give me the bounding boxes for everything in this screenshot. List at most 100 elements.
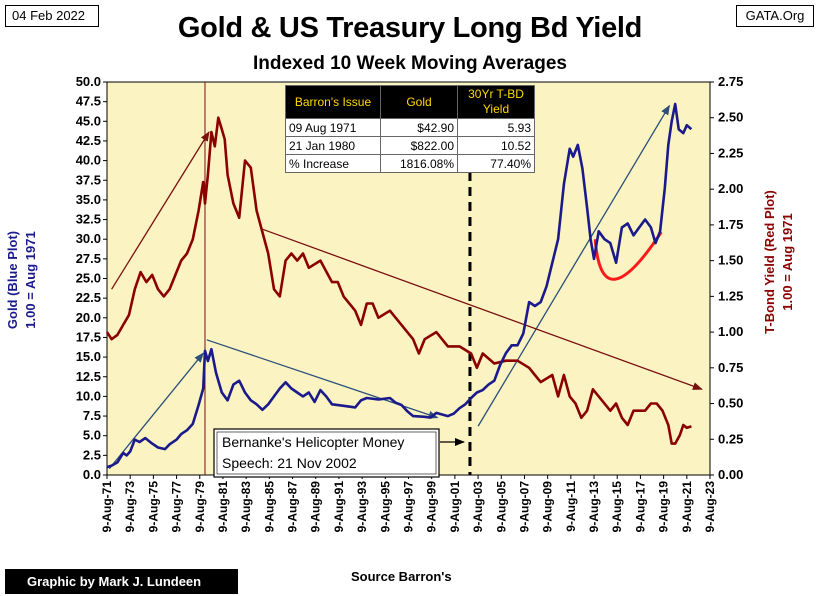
callout-inner-border xyxy=(216,431,437,475)
y-left-tick-label: 5.0 xyxy=(83,428,101,443)
comparison-table: Barron's Issue Gold 30Yr T-BD Yield 09 A… xyxy=(285,85,535,173)
x-tick-label: 9-Aug-95 xyxy=(378,481,392,533)
x-tick-label: 9-Aug-83 xyxy=(239,481,253,533)
y-right-tick-label: 2.50 xyxy=(718,110,743,125)
x-tick-label: 9-Aug-85 xyxy=(262,481,276,533)
y-right-tick-label: 1.50 xyxy=(718,253,743,268)
y-left-tick-label: 40.0 xyxy=(76,153,101,168)
x-tick-label: 9-Aug-71 xyxy=(100,481,114,533)
y-right-tick-label: 1.25 xyxy=(718,288,743,303)
gold-trend-arrow xyxy=(108,352,204,470)
callout-box xyxy=(213,428,440,478)
y-left-tick-label: 7.5 xyxy=(83,408,101,423)
yield-bottom-arc xyxy=(593,231,663,281)
callout-text-line: Speech: 21 Nov 2002 xyxy=(222,455,357,471)
source-label: Source Barron's xyxy=(351,569,452,584)
x-tick-label: 9-Aug-03 xyxy=(471,481,485,533)
x-tick-label: 9-Aug-91 xyxy=(332,481,346,533)
table-cell: 09 Aug 1971 xyxy=(285,118,381,137)
x-tick-label: 9-Aug-81 xyxy=(216,481,230,533)
y-right-tick-label: 2.75 xyxy=(718,74,743,89)
x-tick-label: 9-Aug-19 xyxy=(657,481,671,533)
table-cell: $822.00 xyxy=(380,136,458,155)
y-right-tick-label: 2.00 xyxy=(718,181,743,196)
y-right-tick-label: 1.00 xyxy=(718,324,743,339)
x-tick-label: 9-Aug-21 xyxy=(680,481,694,533)
x-tick-label: 9-Aug-97 xyxy=(402,481,416,533)
y-right-tick-label: 0.75 xyxy=(718,360,743,375)
table-row: % Increase 1816.08% 77.40% xyxy=(285,154,535,173)
y-left-tick-label: 42.5 xyxy=(76,133,101,148)
y-right-tick-label: 2.25 xyxy=(718,145,743,160)
callout-text-line: Bernanke's Helicopter Money xyxy=(222,434,404,450)
x-tick-label: 9-Aug-11 xyxy=(564,481,578,532)
y-right-tick-label: 1.75 xyxy=(718,217,743,232)
y-left-tick-label: 0.0 xyxy=(83,467,101,482)
table-cell: 10.52 xyxy=(457,136,535,155)
x-tick-label: 9-Aug-05 xyxy=(494,481,508,533)
yield-series-line xyxy=(105,116,692,445)
brand-label: GATA.Org xyxy=(736,5,814,27)
chart-subtitle: Indexed 10 Week Moving Averages xyxy=(253,53,567,74)
x-tick-label: 9-Aug-09 xyxy=(541,481,555,533)
x-tick-label: 9-Aug-93 xyxy=(355,481,369,533)
y-left-axis-title: Gold (Blue Plot) xyxy=(5,231,20,329)
gold-series-line xyxy=(106,102,693,469)
y-left-axis-subtitle: 1.00 = Aug 1971 xyxy=(23,231,38,328)
gold-trend-arrow xyxy=(477,104,670,427)
y-right-tick-label: 0.00 xyxy=(718,467,743,482)
table-row: 21 Jan 1980 $822.00 10.52 xyxy=(285,136,535,155)
table-header-row: Barron's Issue Gold 30Yr T-BD Yield xyxy=(285,85,535,119)
y-right-axis-title: T-Bond Yield (Red Plot) xyxy=(762,190,777,334)
x-tick-label: 9-Aug-79 xyxy=(193,481,207,533)
y-left-tick-label: 50.0 xyxy=(76,74,101,89)
y-left-tick-label: 45.0 xyxy=(76,113,101,128)
y-left-tick-label: 15.0 xyxy=(76,349,101,364)
yield-trend-arrow xyxy=(262,228,703,390)
chart-title: Gold & US Treasury Long Bd Yield xyxy=(177,12,643,44)
y-left-tick-label: 47.5 xyxy=(76,94,101,109)
table-header: 30Yr T-BD Yield xyxy=(457,85,535,119)
x-tick-label: 9-Aug-87 xyxy=(286,481,300,533)
y-left-tick-label: 17.5 xyxy=(76,329,101,344)
table-cell: % Increase xyxy=(285,154,381,173)
table-cell: 1816.08% xyxy=(380,154,458,173)
x-tick-label: 9-Aug-75 xyxy=(146,481,160,533)
x-tick-label: 9-Aug-07 xyxy=(517,481,531,533)
x-tick-label: 9-Aug-89 xyxy=(309,481,323,533)
x-tick-label: 9-Aug-99 xyxy=(425,481,439,533)
y-right-tick-label: 0.25 xyxy=(718,431,743,446)
date-label: 04 Feb 2022 xyxy=(5,5,99,27)
y-left-tick-label: 37.5 xyxy=(76,172,101,187)
table-cell: 5.93 xyxy=(457,118,535,137)
y-left-tick-label: 27.5 xyxy=(76,251,101,266)
x-tick-label: 9-Aug-15 xyxy=(610,481,624,533)
y-left-tick-label: 35.0 xyxy=(76,192,101,207)
table-cell: 77.40% xyxy=(457,154,535,173)
x-tick-label: 9-Aug-01 xyxy=(448,481,462,533)
y-left-tick-label: 22.5 xyxy=(76,290,101,305)
x-tick-label: 9-Aug-23 xyxy=(703,481,717,533)
yield-trend-arrow xyxy=(111,131,210,290)
y-left-axis-title-line: Gold (Blue Plot) xyxy=(5,231,20,329)
table-row: 09 Aug 1971 $42.90 5.93 xyxy=(285,118,535,137)
y-left-tick-label: 30.0 xyxy=(76,231,101,246)
x-tick-label: 9-Aug-77 xyxy=(170,481,184,533)
y-right-axis-subtitle: 1.00 = Aug 1971 xyxy=(780,213,795,310)
x-tick-label: 9-Aug-73 xyxy=(123,481,137,533)
credit-label: Graphic by Mark J. Lundeen xyxy=(5,569,238,594)
y-right-tick-label: 0.50 xyxy=(718,396,743,411)
table-header: Gold xyxy=(380,85,458,119)
y-left-tick-label: 32.5 xyxy=(76,212,101,227)
x-tick-label: 9-Aug-17 xyxy=(633,481,647,533)
y-left-tick-label: 12.5 xyxy=(76,369,101,384)
x-tick-label: 9-Aug-13 xyxy=(587,481,601,533)
table-header: Barron's Issue xyxy=(285,85,381,119)
y-left-tick-label: 20.0 xyxy=(76,310,101,325)
y-left-tick-label: 10.0 xyxy=(76,388,101,403)
y-left-tick-label: 2.5 xyxy=(83,447,101,462)
table-cell: $42.90 xyxy=(380,118,458,137)
table-cell: 21 Jan 1980 xyxy=(285,136,381,155)
y-left-tick-label: 25.0 xyxy=(76,271,101,286)
